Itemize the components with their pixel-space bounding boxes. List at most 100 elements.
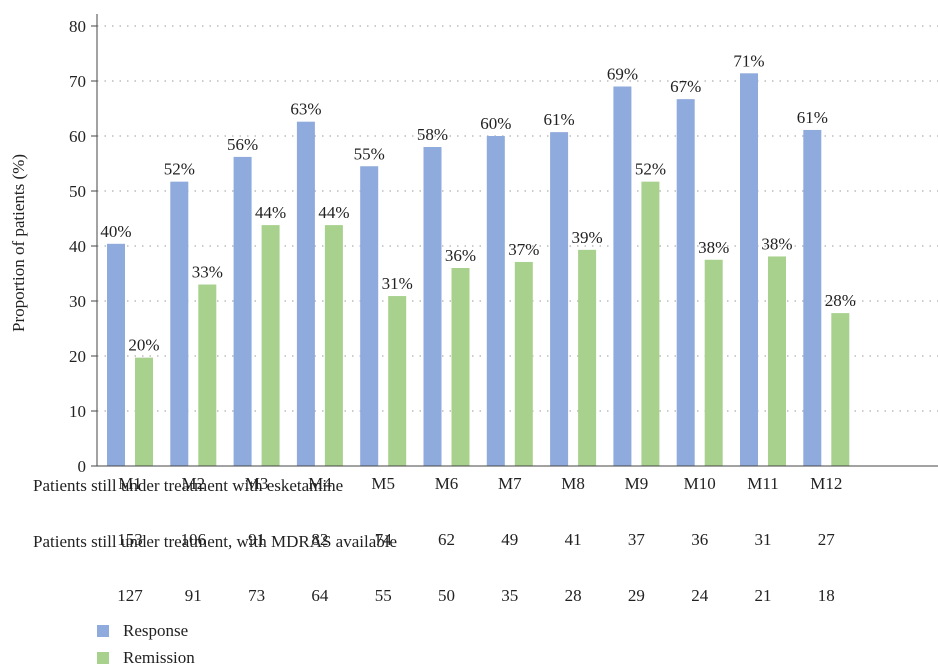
x-tick-label: M9 xyxy=(625,474,649,493)
bar-response xyxy=(170,181,189,466)
x-tick-label: M11 xyxy=(747,474,779,493)
bars xyxy=(107,73,850,467)
table-cell: 49 xyxy=(501,530,518,549)
data-label-remission: 31% xyxy=(382,274,413,293)
data-label-remission: 20% xyxy=(128,336,159,355)
y-tick-label: 60 xyxy=(69,127,86,146)
x-tick-label: M4 xyxy=(308,474,332,493)
bar-remission xyxy=(641,181,660,466)
x-axis-ticks: M1 M2 M3 M4 M5 M6 M7 M8 M9 M10 M11 M12 xyxy=(118,474,842,493)
table-cell: 28 xyxy=(565,586,582,605)
table-cell: 64 xyxy=(311,586,329,605)
table-cell: 18 xyxy=(818,586,835,605)
table-cell: 35 xyxy=(501,586,518,605)
data-label-remission: 39% xyxy=(572,228,603,247)
bar-response xyxy=(107,243,125,466)
data-label-remission: 44% xyxy=(255,203,286,222)
y-axis-ticks: 0 10 20 30 40 50 60 70 80 xyxy=(69,17,97,476)
data-label-remission: 38% xyxy=(761,234,792,253)
data-label-response: 63% xyxy=(290,100,321,119)
bar-response xyxy=(296,121,315,466)
x-tick-label: M2 xyxy=(181,474,205,493)
data-label-remission: 44% xyxy=(318,203,349,222)
data-label-response: 40% xyxy=(100,222,131,241)
legend-label-response: Response xyxy=(123,621,189,640)
data-label-remission: 38% xyxy=(698,238,729,257)
x-tick-label: M1 xyxy=(118,474,142,493)
data-label-response: 61% xyxy=(797,108,828,127)
x-tick-label: M12 xyxy=(810,474,842,493)
table-row-label-esketamine: Patients still under treatment with eske… xyxy=(33,476,344,495)
data-label-response: 60% xyxy=(480,114,511,133)
table-cell: 36 xyxy=(691,530,708,549)
bar-remission xyxy=(704,259,723,466)
y-tick-label: 50 xyxy=(69,182,86,201)
bar-response xyxy=(803,129,822,466)
table-cell: 82 xyxy=(311,530,328,549)
data-label-response: 55% xyxy=(354,144,385,163)
bar-labels: 40% 52% 56% 63% 55% 58% 60% 61% 69% 67% 71% 61% 20% 3… xyxy=(100,51,855,354)
data-label-response: 69% xyxy=(607,65,638,84)
bar-response xyxy=(486,136,505,466)
bar-response xyxy=(360,166,379,466)
bar-remission xyxy=(514,261,533,466)
legend-item-response: Response xyxy=(97,621,188,641)
data-label-response: 61% xyxy=(544,110,575,129)
x-tick-label: M5 xyxy=(371,474,395,493)
table-cell: 37 xyxy=(628,530,646,549)
y-tick-label: 40 xyxy=(69,237,86,256)
y-tick-label: 0 xyxy=(78,457,87,476)
y-tick-label: 20 xyxy=(69,347,86,366)
legend-swatch-response xyxy=(97,625,109,637)
x-tick-label: M10 xyxy=(684,474,716,493)
table-values: 153 106 91 82 74 62 49 41 37 36 31 27 127 91 73 64 55 50 3… xyxy=(117,530,835,605)
bar-remission xyxy=(768,256,786,466)
data-label-response: 58% xyxy=(417,125,448,144)
x-tick-label: M6 xyxy=(435,474,459,493)
bar-response xyxy=(423,147,442,466)
y-tick-label: 80 xyxy=(69,17,86,36)
table-row-label-mdras: Patients still under treatment, with MDR… xyxy=(33,532,398,551)
table-cell: 62 xyxy=(438,530,455,549)
bar-response xyxy=(676,99,695,467)
data-label-remission: 28% xyxy=(825,291,856,310)
x-tick-label: M3 xyxy=(245,474,269,493)
data-label-response: 71% xyxy=(733,51,764,70)
table-cell: 27 xyxy=(818,530,836,549)
bar-response xyxy=(740,73,758,467)
table-cell: 24 xyxy=(691,586,709,605)
table-cell: 91 xyxy=(185,586,202,605)
bar-remission xyxy=(578,249,597,466)
bar-remission xyxy=(135,357,153,466)
bar-remission xyxy=(831,313,850,466)
x-tick-label: M8 xyxy=(561,474,585,493)
table-cell: 50 xyxy=(438,586,455,605)
data-label-remission: 33% xyxy=(192,263,223,282)
bar-remission xyxy=(261,225,280,466)
x-tick-label: M7 xyxy=(498,474,522,493)
table-cell: 55 xyxy=(375,586,392,605)
table-cell: 153 xyxy=(117,530,143,549)
table-cell: 73 xyxy=(248,586,265,605)
data-label-response: 52% xyxy=(164,160,195,179)
table-cell: 29 xyxy=(628,586,645,605)
data-label-response: 67% xyxy=(670,77,701,96)
table-cell: 74 xyxy=(375,530,393,549)
data-label-remission: 36% xyxy=(445,246,476,265)
data-label-remission: 52% xyxy=(635,160,666,179)
bar-remission xyxy=(198,284,217,466)
y-tick-label: 10 xyxy=(69,402,86,421)
table-cell: 21 xyxy=(755,586,772,605)
bar-remission xyxy=(451,268,470,466)
table-cell: 91 xyxy=(248,530,265,549)
bar-response xyxy=(233,156,252,466)
table-cell: 31 xyxy=(755,530,772,549)
bar-remission xyxy=(388,296,407,466)
bar-response xyxy=(550,132,569,466)
legend-label-remission: Remission xyxy=(123,648,195,667)
table-cell: 106 xyxy=(181,530,207,549)
data-label-remission: 37% xyxy=(508,240,539,259)
bar-response xyxy=(613,86,632,466)
table-cell: 127 xyxy=(117,586,143,605)
table-cell: 41 xyxy=(565,530,582,549)
